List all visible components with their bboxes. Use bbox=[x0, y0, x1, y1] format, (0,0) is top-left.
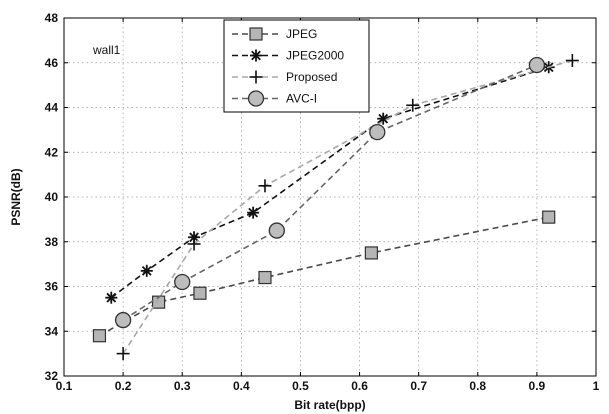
x-tick-label: 0.7 bbox=[410, 379, 427, 393]
x-tick-label: 0.4 bbox=[233, 379, 250, 393]
x-tick-label: 0.3 bbox=[174, 379, 191, 393]
x-tick-label: 0.9 bbox=[529, 379, 546, 393]
legend-item: AVC-I bbox=[232, 90, 317, 107]
legend-label: JPEG2000 bbox=[286, 49, 344, 63]
x-tick-label: 0.1 bbox=[56, 379, 73, 393]
y-tick-label: 42 bbox=[45, 145, 59, 159]
legend-marker bbox=[247, 90, 265, 107]
data-point bbox=[116, 347, 130, 361]
y-axis-title: PSNR(dB) bbox=[9, 168, 23, 225]
legend-marker bbox=[250, 49, 262, 62]
y-tick-label: 40 bbox=[45, 190, 59, 204]
data-point bbox=[369, 123, 386, 141]
ticks: 0.1 0.2 0.3 0.4 0.5 0.6 0.7 0.8 0.9 1 32 34 36 38 40 42… bbox=[45, 11, 600, 393]
legend-label: JPEG bbox=[286, 27, 317, 41]
chart-annotation: wall1 bbox=[92, 43, 121, 57]
data-point bbox=[258, 179, 272, 193]
legend-item: Proposed bbox=[232, 70, 337, 84]
y-tick-label: 44 bbox=[45, 101, 59, 115]
legend-item: JPEG bbox=[232, 27, 317, 41]
x-tick-label: 1 bbox=[593, 379, 600, 393]
data-point bbox=[247, 206, 260, 219]
data-point bbox=[114, 311, 132, 329]
x-tick-label: 0.6 bbox=[351, 379, 368, 393]
y-tick-label: 34 bbox=[45, 324, 59, 338]
x-axis-title: Bit rate(bpp) bbox=[294, 398, 365, 412]
x-tick-label: 0.2 bbox=[115, 379, 132, 393]
series-jpeg2000 bbox=[105, 61, 555, 304]
y-tick-label: 32 bbox=[45, 369, 59, 383]
data-point bbox=[187, 237, 201, 251]
data-point bbox=[188, 231, 201, 244]
series-line bbox=[99, 216, 549, 337]
data-point bbox=[528, 56, 546, 74]
data-point bbox=[542, 210, 556, 224]
y-tick-label: 46 bbox=[45, 56, 59, 70]
data-point bbox=[268, 222, 285, 239]
data-point bbox=[565, 54, 579, 68]
y-tick-label: 38 bbox=[45, 235, 59, 249]
series-line bbox=[110, 66, 549, 299]
legend-marker bbox=[249, 70, 263, 84]
legend-label: Proposed bbox=[286, 70, 337, 84]
data-point bbox=[151, 295, 166, 309]
data-point bbox=[92, 329, 107, 343]
series-avc-i bbox=[114, 56, 546, 329]
legend-marker bbox=[249, 27, 263, 41]
y-tick-label: 48 bbox=[45, 11, 59, 25]
data-point bbox=[105, 291, 118, 304]
data-point bbox=[140, 264, 153, 277]
x-tick-label: 0.5 bbox=[292, 379, 309, 393]
x-tick-label: 0.8 bbox=[469, 379, 486, 393]
legend-item: JPEG2000 bbox=[232, 49, 344, 63]
series-layer bbox=[92, 54, 579, 361]
data-point bbox=[193, 286, 207, 300]
legend: JPEG JPEG2000 Proposed AVC-I bbox=[223, 19, 370, 113]
data-point bbox=[364, 246, 378, 260]
data-point bbox=[174, 273, 191, 291]
data-point bbox=[258, 270, 272, 285]
legend-label: AVC-I bbox=[286, 92, 317, 106]
series-proposed bbox=[116, 54, 579, 361]
series-jpeg bbox=[92, 210, 556, 343]
data-point bbox=[406, 98, 420, 112]
y-tick-label: 36 bbox=[45, 280, 59, 294]
